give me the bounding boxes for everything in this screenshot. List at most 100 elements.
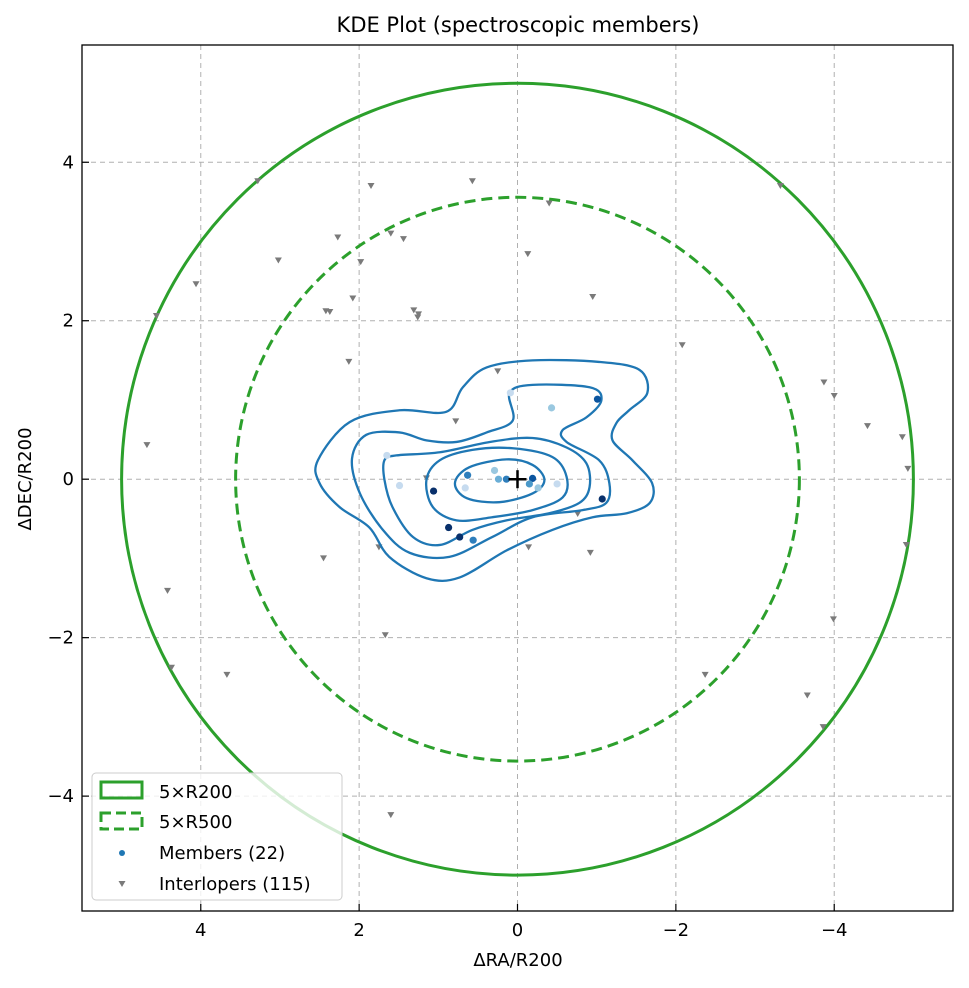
interloper-point: [367, 183, 375, 190]
member-point: [506, 389, 514, 397]
interloper-point: [525, 544, 533, 551]
interloper-point: [902, 541, 910, 548]
interloper-point: [399, 236, 407, 243]
r200-circle: [120, 81, 915, 877]
y-tick-label: −2: [47, 628, 74, 649]
interloper-point: [410, 307, 418, 314]
interloper-point: [152, 312, 160, 319]
y-tick-label: 2: [63, 311, 74, 332]
member-point: [490, 466, 499, 475]
member-point: [456, 533, 464, 541]
legend-box: [91, 772, 343, 901]
legend-interloper-triangle: [118, 881, 126, 887]
interloper-point: [904, 465, 912, 472]
legend-dashed-circle-swatch: [99, 811, 144, 831]
interloper-point: [345, 358, 353, 365]
member-point: [464, 471, 472, 479]
member-point: [461, 484, 469, 492]
interloper-point: [326, 309, 334, 316]
interloper-point: [452, 418, 460, 425]
kde-contour-line: [350, 383, 612, 560]
member-point: [528, 474, 537, 482]
interloper-point: [192, 281, 200, 288]
interloper-point: [254, 178, 262, 185]
member-point: [525, 480, 533, 488]
member-point: [383, 451, 391, 460]
legend-label-interlopers: Interlopers (115): [159, 874, 311, 895]
interloper-point: [545, 200, 553, 207]
kde-contour-line: [425, 446, 569, 523]
y-axis-label: ΔDEC/R200: [15, 427, 36, 530]
member-point: [553, 480, 561, 488]
interloper-point: [574, 511, 582, 518]
member-point: [547, 404, 556, 412]
interloper-point: [223, 671, 231, 678]
legend-label-r200: 5×R200: [159, 782, 232, 803]
interloper-point: [586, 549, 594, 556]
kde-contours: [314, 358, 655, 583]
radius-circles: [120, 81, 915, 877]
interloper-point: [701, 671, 709, 678]
member-point: [598, 495, 606, 503]
interloper-point: [678, 342, 686, 349]
interloper-point: [863, 423, 871, 430]
legend-label-r500: 5×R500: [159, 812, 232, 833]
interloper-point: [468, 178, 476, 185]
interloper-point: [494, 368, 502, 375]
interloper-point: [357, 259, 365, 266]
interloper-point: [414, 314, 422, 321]
interloper-point: [334, 234, 342, 241]
member-point: [469, 536, 477, 544]
member-point: [534, 484, 542, 492]
interloper-points: [143, 178, 912, 819]
kde-contour-line: [382, 436, 592, 547]
interloper-point: [803, 692, 811, 699]
x-axis-label: ΔRA/R200: [473, 950, 562, 971]
grid-lines: [82, 45, 953, 911]
member-point: [593, 395, 602, 403]
y-tick-label: 4: [63, 152, 74, 173]
interloper-point: [320, 555, 328, 562]
interloper-point: [164, 587, 172, 594]
interloper-point: [349, 295, 357, 302]
legend: 5×R200 5×R500 Members (22) Interlopers (…: [91, 772, 343, 901]
interloper-point: [820, 379, 828, 386]
interloper-point: [143, 442, 151, 449]
member-point: [429, 487, 438, 495]
member-point: [445, 523, 453, 532]
x-tick-label: 2: [353, 920, 364, 941]
legend-solid-circle-swatch: [99, 780, 144, 800]
axis-ticks: 4 2 0 −2 −4 4 2 0 −2 −4: [47, 152, 847, 941]
y-tick-label: −4: [47, 786, 74, 807]
interloper-point: [898, 434, 906, 441]
kde-contour-line: [314, 358, 655, 583]
y-tick-label: 0: [63, 469, 74, 490]
kde-contour-line: [453, 458, 546, 504]
interloper-point: [387, 230, 395, 237]
member-point: [395, 481, 404, 490]
x-tick-label: −2: [663, 920, 690, 941]
center-marker: [508, 470, 527, 489]
interloper-point: [381, 632, 389, 639]
interloper-point: [819, 724, 827, 731]
member-point: [494, 475, 503, 483]
interloper-point: [387, 812, 395, 819]
interloper-point: [415, 311, 423, 318]
r500-circle: [234, 195, 801, 763]
member-points: [383, 389, 606, 544]
chart-title: KDE Plot (spectroscopic members): [337, 13, 700, 37]
interloper-point: [829, 616, 837, 623]
interloper-point: [589, 293, 597, 300]
interloper-point: [167, 664, 175, 671]
interloper-point: [274, 257, 282, 264]
x-tick-label: 4: [195, 920, 206, 941]
member-point: [502, 475, 511, 483]
x-tick-label: 0: [512, 920, 523, 941]
x-tick-label: −4: [821, 920, 848, 941]
interloper-point: [830, 392, 838, 399]
legend-label-members: Members (22): [159, 843, 285, 864]
interloper-point: [524, 251, 532, 258]
interloper-point: [776, 183, 784, 190]
legend-member-dot: [119, 850, 125, 856]
